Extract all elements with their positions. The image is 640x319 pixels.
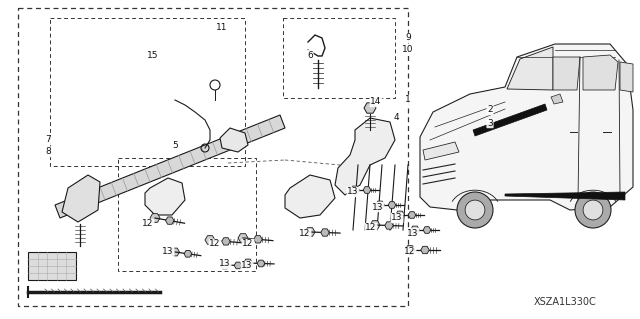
Text: 13: 13 xyxy=(372,203,384,211)
Polygon shape xyxy=(370,221,380,229)
Polygon shape xyxy=(335,118,395,195)
Polygon shape xyxy=(170,248,179,256)
Bar xyxy=(283,18,395,98)
Polygon shape xyxy=(305,228,315,236)
Text: 12: 12 xyxy=(209,240,221,249)
Text: 3: 3 xyxy=(487,118,493,128)
Polygon shape xyxy=(243,259,253,267)
Polygon shape xyxy=(253,236,262,243)
Polygon shape xyxy=(166,217,174,224)
Polygon shape xyxy=(620,62,633,92)
Text: 12: 12 xyxy=(300,229,310,239)
Text: 7: 7 xyxy=(45,136,51,145)
Circle shape xyxy=(457,192,493,228)
Polygon shape xyxy=(184,250,192,257)
Text: 6: 6 xyxy=(307,50,313,60)
Polygon shape xyxy=(420,246,429,254)
Polygon shape xyxy=(364,103,376,113)
Polygon shape xyxy=(396,211,404,219)
Text: 5: 5 xyxy=(172,140,178,150)
Polygon shape xyxy=(285,175,335,218)
Polygon shape xyxy=(420,44,633,210)
Text: XSZA1L330C: XSZA1L330C xyxy=(534,297,596,307)
Polygon shape xyxy=(385,222,393,229)
Text: 12: 12 xyxy=(404,248,416,256)
Bar xyxy=(28,252,76,280)
Bar xyxy=(118,158,256,271)
Polygon shape xyxy=(473,104,547,136)
Polygon shape xyxy=(351,186,360,194)
Polygon shape xyxy=(405,246,415,254)
Polygon shape xyxy=(321,229,329,236)
Polygon shape xyxy=(150,214,160,222)
Text: 13: 13 xyxy=(241,262,253,271)
Text: 1: 1 xyxy=(405,95,411,105)
Polygon shape xyxy=(238,234,248,242)
Bar xyxy=(18,8,408,306)
Text: 12: 12 xyxy=(365,224,377,233)
Polygon shape xyxy=(423,227,431,233)
Text: 8: 8 xyxy=(45,147,51,157)
Text: 13: 13 xyxy=(391,213,403,222)
Text: 12: 12 xyxy=(142,219,154,228)
Polygon shape xyxy=(234,262,242,269)
Text: 13: 13 xyxy=(407,228,419,238)
Polygon shape xyxy=(408,212,416,218)
Polygon shape xyxy=(507,47,553,90)
Polygon shape xyxy=(376,201,385,209)
Polygon shape xyxy=(145,178,185,215)
Circle shape xyxy=(575,192,611,228)
Circle shape xyxy=(583,200,603,220)
Polygon shape xyxy=(62,175,100,222)
Text: 2: 2 xyxy=(487,106,493,115)
Text: 10: 10 xyxy=(403,46,413,55)
Bar xyxy=(50,18,245,166)
Text: 13: 13 xyxy=(163,248,173,256)
Text: 9: 9 xyxy=(405,33,411,42)
Polygon shape xyxy=(583,55,618,90)
Text: 4: 4 xyxy=(393,114,399,122)
Polygon shape xyxy=(220,128,248,152)
Polygon shape xyxy=(505,192,625,200)
Polygon shape xyxy=(423,142,459,160)
Polygon shape xyxy=(221,238,230,245)
Text: 12: 12 xyxy=(243,240,253,249)
Text: 13: 13 xyxy=(348,188,359,197)
Polygon shape xyxy=(55,115,285,218)
Text: 15: 15 xyxy=(147,50,159,60)
Polygon shape xyxy=(221,261,230,269)
Text: 13: 13 xyxy=(220,259,231,269)
Polygon shape xyxy=(388,202,396,208)
Polygon shape xyxy=(553,57,580,90)
Polygon shape xyxy=(363,187,371,193)
Polygon shape xyxy=(205,236,215,244)
Circle shape xyxy=(465,200,485,220)
Text: 11: 11 xyxy=(216,24,228,33)
Polygon shape xyxy=(551,94,563,104)
Polygon shape xyxy=(257,260,265,267)
Polygon shape xyxy=(410,226,419,234)
Text: 14: 14 xyxy=(371,98,381,107)
